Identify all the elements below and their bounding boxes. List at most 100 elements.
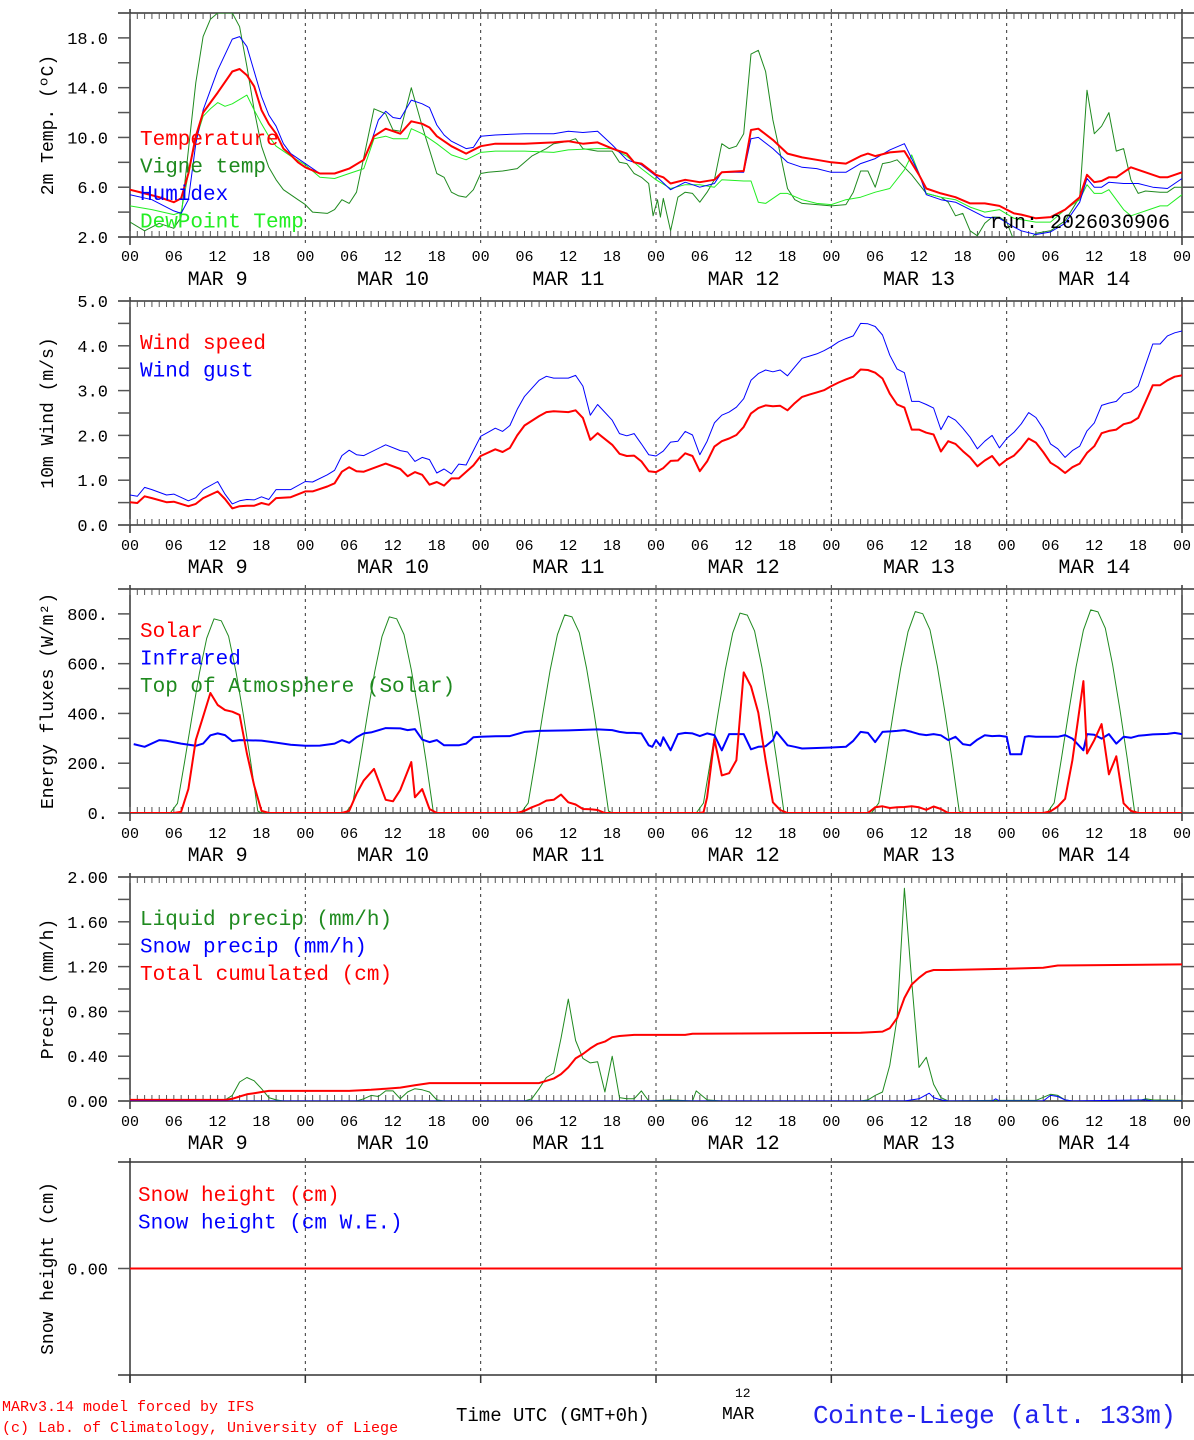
- x-hour-tick-label: 18: [1129, 538, 1147, 555]
- y-tick-label: 5.0: [77, 294, 108, 313]
- legend-entry: Temperature: [140, 129, 279, 152]
- x-hour-tick-label: 12: [1085, 826, 1103, 843]
- y-tick-label: 6.0: [77, 180, 108, 199]
- x-hour-tick-label: 12: [384, 826, 402, 843]
- vigne-temp-line: [130, 13, 1182, 237]
- x-hour-tick-label: 00: [121, 1114, 139, 1131]
- wind-gust-line: [130, 322, 1182, 505]
- x-hour-tick-label: 00: [472, 826, 490, 843]
- x-hour-tick-label: 00: [121, 249, 139, 266]
- x-day-label: MAR 12: [708, 1133, 780, 1156]
- x-day-label: MAR 10: [357, 557, 429, 580]
- x-hour-tick-label: 00: [472, 1114, 490, 1131]
- x-hour-tick-label: 18: [252, 249, 270, 266]
- temperature-line: [130, 68, 1182, 220]
- x-hour-tick-label: 12: [910, 1114, 928, 1131]
- x-hour-tick-label: 12: [384, 538, 402, 555]
- legend-entry: Liquid precip (mm/h): [140, 909, 392, 932]
- panel-wind: 00 06 12 18 00 06 12 18 00 06 12 18 00 06 12 18 00 06 12 18…: [39, 294, 1194, 580]
- x-hour-tick-label: 06: [691, 826, 709, 843]
- y-tick-label: 400.: [67, 706, 108, 725]
- x-hour-tick-label: 06: [1041, 1114, 1059, 1131]
- footer-copyright-line: (c) Lab. of Climatology, University of L…: [2, 1420, 399, 1437]
- x-hour-tick-label: 18: [428, 249, 446, 266]
- x-hour-tick-label: 18: [252, 538, 270, 555]
- x-hour-tick-label: 18: [778, 826, 796, 843]
- y-tick-label: 0.: [88, 806, 108, 825]
- series-group: [130, 13, 1182, 237]
- y-tick-label: 0.0: [77, 518, 108, 537]
- x-hour-tick-label: 12: [559, 538, 577, 555]
- x-hour-tick-label: 00: [647, 538, 665, 555]
- x-hour-tick-label: 18: [1129, 1114, 1147, 1131]
- infrared-line: [133, 727, 1182, 756]
- center-hour-label: 12: [735, 1386, 751, 1401]
- wind-speed-line: [130, 368, 1182, 510]
- y-axis-title: Snow height (cm): [39, 1182, 59, 1355]
- x-day-label: MAR 9: [188, 557, 248, 580]
- x-hour-tick-label: 00: [1173, 1114, 1191, 1131]
- x-hour-tick-label: 12: [209, 538, 227, 555]
- x-hour-tick-label: 12: [209, 249, 227, 266]
- x-hour-tick-label: 00: [822, 1114, 840, 1131]
- legend-entry: Snow precip (mm/h): [140, 937, 367, 960]
- legend-entry: Infrared: [140, 649, 241, 672]
- panel-temp: 00 06 12 18 00 06 12 18 00 06 12 18 00 06 12 18 00 06 12 18…: [39, 9, 1194, 292]
- x-hour-tick-label: 06: [515, 249, 533, 266]
- x-hour-tick-label: 12: [559, 249, 577, 266]
- y-tick-label: 600.: [67, 657, 108, 676]
- x-day-label: MAR 13: [883, 845, 955, 868]
- x-hour-tick-label: 00: [647, 249, 665, 266]
- x-hour-tick-label: 00: [1173, 249, 1191, 266]
- x-day-label: MAR 9: [188, 269, 248, 292]
- x-hour-tick-label: 18: [603, 249, 621, 266]
- x-hour-tick-label: 18: [954, 538, 972, 555]
- x-hour-tick-label: 12: [735, 1114, 753, 1131]
- x-hour-tick-label: 00: [121, 538, 139, 555]
- total-cumulated-cm-line: [130, 963, 1182, 1101]
- x-hour-tick-label: 12: [910, 826, 928, 843]
- solar-line: [130, 671, 1182, 813]
- x-hour-tick-label: 06: [165, 538, 183, 555]
- legend-entry: Solar: [140, 621, 203, 644]
- x-hour-tick-label: 00: [998, 249, 1016, 266]
- x-hour-tick-label: 12: [1085, 249, 1103, 266]
- x-day-label: MAR 12: [708, 845, 780, 868]
- y-axis-title: 2m Temp. (ºC): [39, 55, 59, 195]
- x-day-label: MAR 10: [357, 1133, 429, 1156]
- legend-entry: Snow height (cm): [138, 1185, 340, 1208]
- x-hour-tick-label: 18: [252, 1114, 270, 1131]
- x-day-label: MAR 14: [1058, 845, 1130, 868]
- y-tick-label: 2.0: [77, 428, 108, 447]
- x-hour-tick-label: 00: [1173, 538, 1191, 555]
- x-hour-tick-label: 06: [515, 826, 533, 843]
- x-hour-tick-label: 06: [340, 249, 358, 266]
- y-tick-label: 14.0: [67, 81, 108, 100]
- y-tick-label: 10.0: [67, 130, 108, 149]
- x-hour-tick-label: 12: [384, 249, 402, 266]
- x-hour-tick-label: 00: [1173, 826, 1191, 843]
- y-tick-label: 1.0: [77, 473, 108, 492]
- x-hour-tick-label: 18: [603, 538, 621, 555]
- x-hour-tick-label: 18: [778, 538, 796, 555]
- x-hour-tick-label: 18: [954, 249, 972, 266]
- x-day-label: MAR 9: [188, 845, 248, 868]
- legend-entry: Top of Atmosphere (Solar): [140, 676, 455, 699]
- y-tick-label: 0.00: [67, 1262, 108, 1281]
- x-hour-tick-label: 06: [165, 249, 183, 266]
- x-day-label: MAR 13: [883, 557, 955, 580]
- y-axis-title: Energy fluxes (W/m²): [39, 593, 59, 809]
- x-hour-tick-label: 18: [603, 826, 621, 843]
- liquid-precip-mm-h-line: [130, 887, 1182, 1101]
- x-day-label: MAR 13: [883, 1133, 955, 1156]
- x-hour-tick-label: 12: [735, 826, 753, 843]
- run-label: run: 2026030906: [990, 212, 1170, 235]
- x-day-label: MAR 11: [532, 1133, 604, 1156]
- x-hour-tick-label: 06: [1041, 249, 1059, 266]
- x-day-label: MAR 11: [532, 269, 604, 292]
- x-hour-tick-label: 18: [954, 826, 972, 843]
- y-axis-title: 10m Wind (m/s): [39, 337, 59, 488]
- x-hour-tick-label: 18: [1129, 249, 1147, 266]
- legend-entry: Wind gust: [140, 361, 253, 384]
- x-hour-tick-label: 12: [910, 538, 928, 555]
